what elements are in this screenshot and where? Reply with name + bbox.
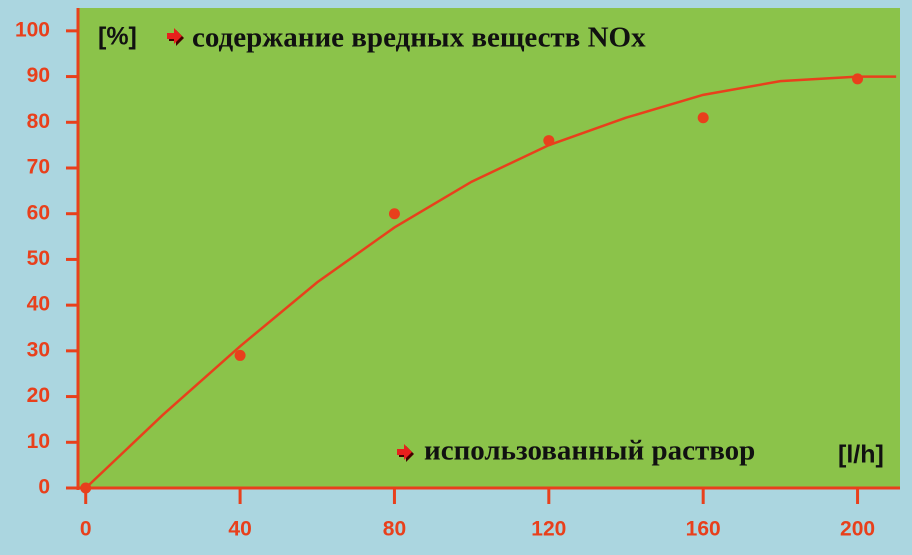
y-tick-label: 70 <box>27 156 50 179</box>
data-point <box>852 73 864 85</box>
arrow-icon <box>167 28 184 46</box>
unit-label: [%] <box>98 23 137 51</box>
x-tick-label: 160 <box>686 518 721 541</box>
y-tick-label: 0 <box>38 476 50 499</box>
y-tick-label: 20 <box>27 384 50 407</box>
data-point <box>234 349 246 361</box>
x-tick-label: 40 <box>228 518 251 541</box>
y-tick-label: 50 <box>27 247 50 270</box>
fit-curve <box>84 75 897 489</box>
y-tick-label: 100 <box>15 18 50 41</box>
x-axis-label: использованный раствор <box>424 435 755 467</box>
y-tick-label: 30 <box>27 338 50 361</box>
y-tick-label: 40 <box>27 293 50 316</box>
y-tick-label: 80 <box>27 110 50 133</box>
data-point <box>697 112 709 124</box>
x-tick-label: 0 <box>80 518 92 541</box>
x-tick-label: 200 <box>840 518 875 541</box>
arrow-icon <box>397 444 414 462</box>
y-tick-label: 10 <box>27 430 50 453</box>
x-unit-label: [l/h] <box>838 441 884 469</box>
plot-area <box>78 8 900 488</box>
x-tick-label: 120 <box>531 518 566 541</box>
y-tick-label: 90 <box>27 64 50 87</box>
x-tick-label: 80 <box>383 518 406 541</box>
data-point <box>388 208 400 220</box>
y-tick-label: 60 <box>27 201 50 224</box>
y-axis-label: содержание вредных веществ NOx <box>192 22 646 54</box>
